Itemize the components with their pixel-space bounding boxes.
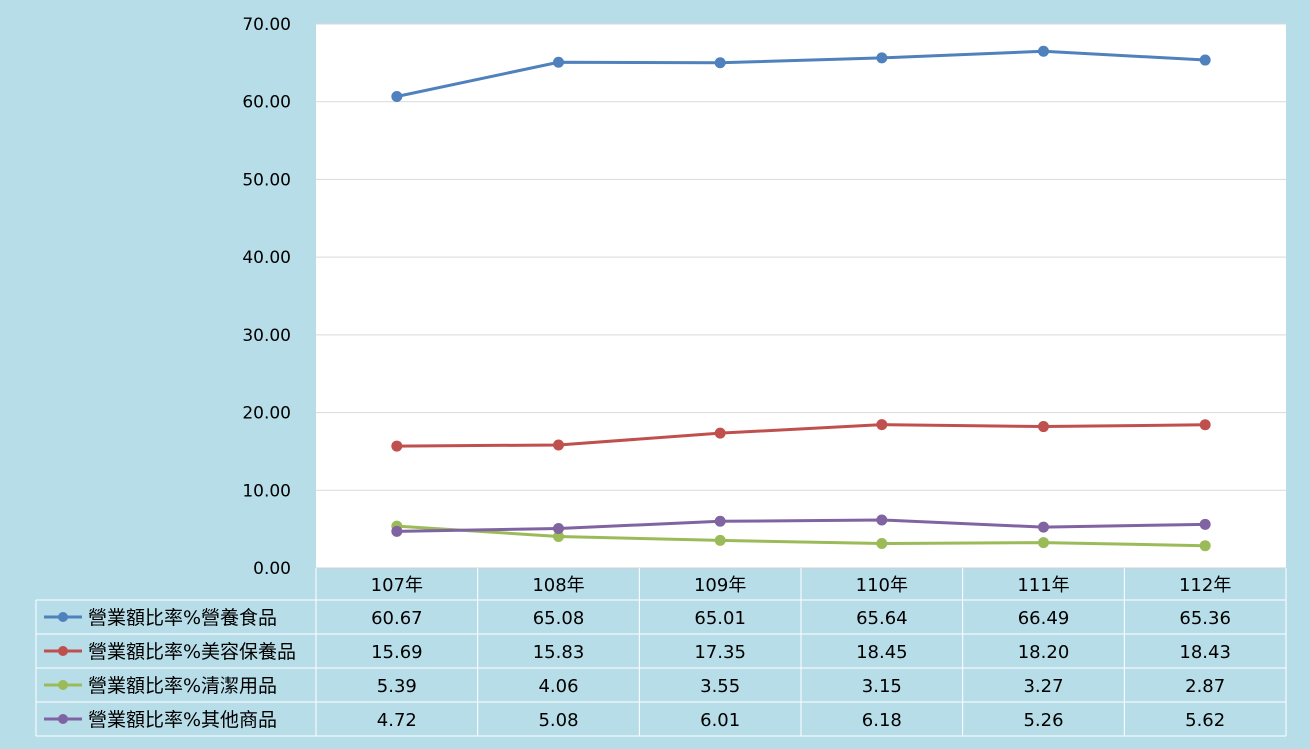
data-point xyxy=(553,523,564,535)
legend-key-marker xyxy=(58,714,68,724)
x-tick-label: 109年 xyxy=(694,575,746,596)
table-value: 5.26 xyxy=(1023,710,1063,731)
data-point xyxy=(714,534,726,546)
y-tick-label: 50.00 xyxy=(242,170,291,190)
data-point xyxy=(391,525,403,537)
data-point xyxy=(1038,421,1049,433)
y-tick-label: 10.00 xyxy=(242,481,291,501)
table-value: 2.87 xyxy=(1185,676,1225,697)
table-value: 18.43 xyxy=(1179,642,1231,663)
table-value: 65.36 xyxy=(1179,608,1231,629)
gridlines xyxy=(316,23,1286,491)
x-tick-label: 110年 xyxy=(856,575,908,596)
y-axis: 0.00 10.00 20.00 30.00 40.00 50.00 60.00 70.00 xyxy=(242,15,291,579)
data-point xyxy=(1199,419,1211,431)
table-value: 6.18 xyxy=(862,710,902,731)
y-tick-label: 70.00 xyxy=(242,15,291,35)
table-value: 4.06 xyxy=(538,676,578,697)
table-value: 5.62 xyxy=(1185,710,1225,731)
table-value: 6.01 xyxy=(700,710,740,731)
series-line xyxy=(396,49,1206,98)
data-point xyxy=(1038,537,1049,549)
y-tick-label: 60.00 xyxy=(242,93,291,113)
data-point xyxy=(391,440,403,452)
table-value: 65.08 xyxy=(533,608,585,629)
legend-label: 營業額比率%清潔用品 xyxy=(88,675,277,697)
data-point xyxy=(876,538,888,550)
data-point xyxy=(553,439,564,451)
data-point xyxy=(1199,540,1211,552)
table-value: 3.27 xyxy=(1023,676,1063,697)
data-point xyxy=(876,52,888,64)
data-point xyxy=(714,57,726,69)
data-point xyxy=(553,56,564,68)
table-value: 15.83 xyxy=(533,642,585,663)
x-tick-label: 107年 xyxy=(371,575,423,596)
y-tick-label: 20.00 xyxy=(242,404,291,424)
data-point xyxy=(1038,521,1049,533)
legend-label: 營業額比率%其他商品 xyxy=(88,709,277,731)
legend-key-marker xyxy=(58,646,68,656)
data-point xyxy=(1038,45,1049,57)
data-point xyxy=(553,530,564,542)
x-tick-label: 108年 xyxy=(532,575,584,596)
data-point xyxy=(876,419,888,431)
y-tick-label: 30.00 xyxy=(242,326,291,346)
table-value: 66.49 xyxy=(1018,608,1070,629)
plot-area xyxy=(316,24,1286,568)
data-point xyxy=(714,515,726,527)
data-point xyxy=(714,427,726,439)
series-line xyxy=(396,524,1206,548)
table-value: 3.15 xyxy=(862,676,902,697)
x-tick-label: 112年 xyxy=(1179,575,1231,596)
y-tick-label: 40.00 xyxy=(242,248,291,268)
table-value: 5.08 xyxy=(538,710,578,731)
legend-label: 營業額比率%營養食品 xyxy=(88,607,277,629)
legend-label: 營業額比率%美容保養品 xyxy=(88,641,296,663)
table-value: 65.64 xyxy=(856,608,908,629)
series-line xyxy=(396,518,1206,533)
legend-key-marker xyxy=(58,612,68,622)
table-value: 65.01 xyxy=(694,608,746,629)
table-value: 18.45 xyxy=(856,642,908,663)
table-value: 3.55 xyxy=(700,676,740,697)
series-lines xyxy=(391,45,1211,552)
data-point xyxy=(1199,518,1211,530)
data-point xyxy=(391,91,403,103)
table-value: 5.39 xyxy=(377,676,417,697)
table-value: 17.35 xyxy=(694,642,746,663)
table-value: 15.69 xyxy=(371,642,423,663)
data-point xyxy=(1199,54,1211,66)
table-value: 4.72 xyxy=(377,710,417,731)
table-value: 60.67 xyxy=(371,608,423,629)
legend-key-marker xyxy=(58,680,68,690)
table-value: 18.20 xyxy=(1018,642,1070,663)
series-line xyxy=(396,423,1206,448)
y-tick-label: 0.00 xyxy=(253,559,291,579)
data-point xyxy=(876,514,888,526)
x-tick-label: 111年 xyxy=(1017,575,1069,596)
